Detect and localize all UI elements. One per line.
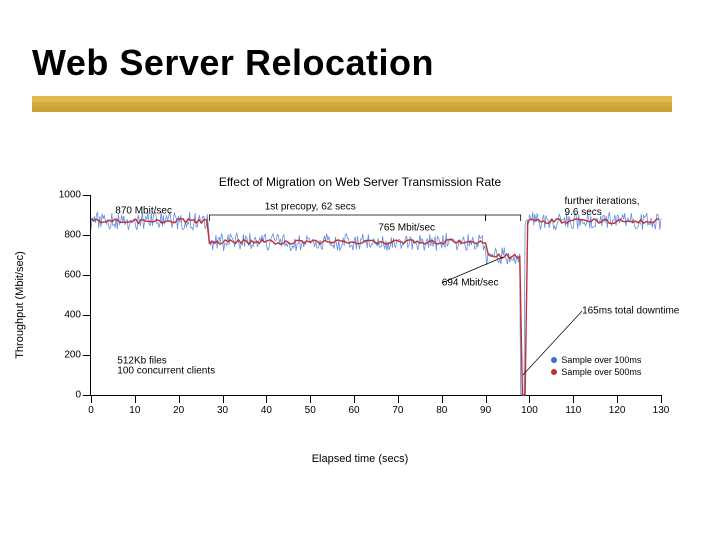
chart-plot-area: Sample over 100msSample over 500ms 02004… [90, 195, 661, 396]
legend-swatch [551, 357, 557, 363]
legend-label: Sample over 100ms [561, 355, 641, 365]
page-title: Web Server Relocation [32, 42, 434, 84]
xtick-label: 80 [436, 405, 447, 416]
chart-annotation: further iterations,9.6 secs [565, 196, 640, 218]
ytick-label: 400 [64, 310, 81, 321]
ytick-label: 800 [64, 230, 81, 241]
xtick-label: 70 [392, 405, 403, 416]
chart-annotation: 100 concurrent clients [117, 366, 215, 377]
chart-annotation: 1st precopy, 62 secs [265, 202, 356, 213]
xtick-label: 50 [305, 405, 316, 416]
legend-item: Sample over 500ms [551, 367, 641, 377]
legend-label: Sample over 500ms [561, 367, 641, 377]
slide: Web Server Relocation Effect of Migratio… [0, 0, 720, 540]
xtick-label: 110 [565, 405, 581, 416]
xtick-label: 130 [653, 405, 670, 416]
xtick-label: 100 [521, 405, 538, 416]
chart-legend: Sample over 100ms Sample over 500ms [551, 355, 641, 379]
ytick-label: 600 [64, 270, 81, 281]
xtick-label: 0 [88, 405, 94, 416]
xtick-label: 10 [129, 405, 140, 416]
xtick-label: 60 [349, 405, 360, 416]
xtick-label: 120 [609, 405, 626, 416]
chart-annotation: 870 Mbit/sec [115, 206, 172, 217]
ytick-label: 0 [75, 390, 81, 401]
xtick-label: 20 [173, 405, 184, 416]
chart-ylabel: Throughput (Mbit/sec) [14, 251, 26, 359]
title-underline [32, 96, 672, 112]
xtick-label: 90 [480, 405, 491, 416]
legend-swatch [551, 369, 557, 375]
xtick-label: 30 [217, 405, 228, 416]
ytick-label: 1000 [59, 190, 81, 201]
chart-annotation: 165ms total downtime [582, 306, 679, 317]
throughput-chart: Effect of Migration on Web Server Transm… [40, 175, 680, 435]
chart-annotation: 694 Mbit/sec [442, 278, 499, 289]
xtick-label: 40 [261, 405, 272, 416]
chart-xlabel: Elapsed time (secs) [312, 453, 409, 465]
ytick-label: 200 [64, 350, 81, 361]
chart-title: Effect of Migration on Web Server Transm… [40, 175, 680, 189]
annotation-bracket [486, 215, 521, 221]
chart-annotation: 765 Mbit/sec [378, 223, 435, 234]
legend-item: Sample over 100ms [551, 355, 641, 365]
annotation-bracket [209, 215, 485, 221]
